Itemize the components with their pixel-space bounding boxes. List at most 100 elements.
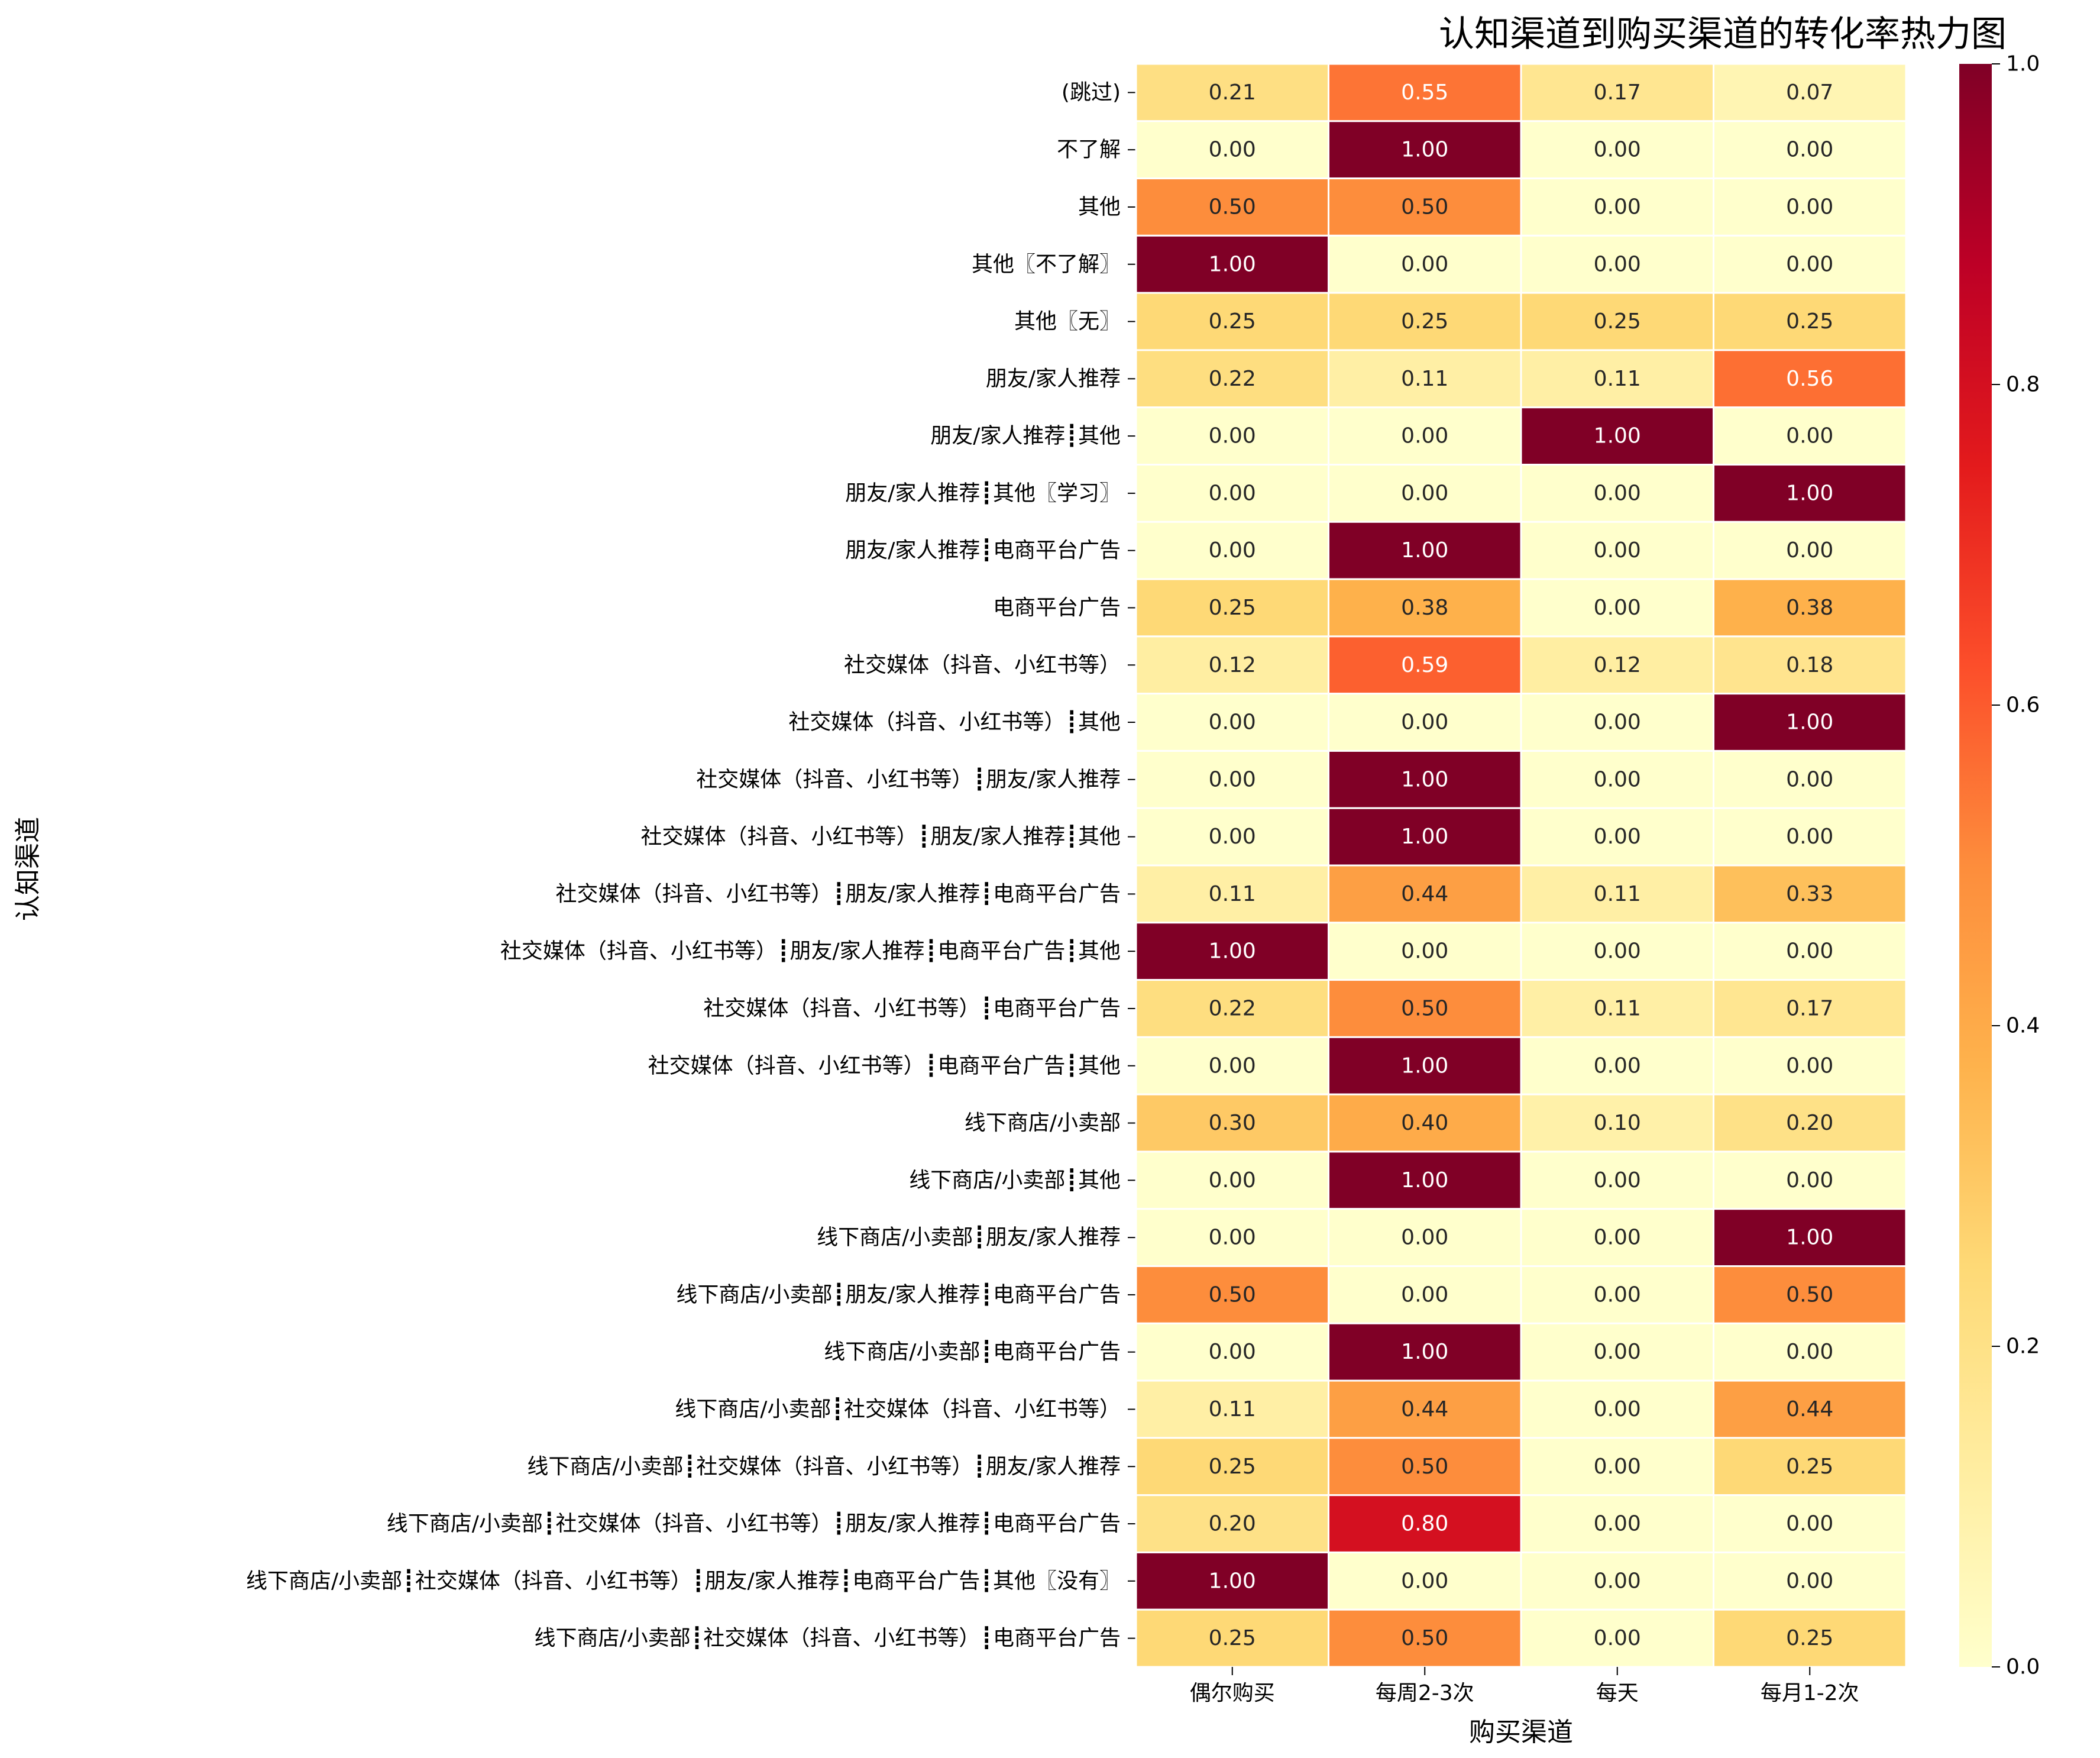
- x-tick-label: 偶尔购买: [1190, 1681, 1275, 1705]
- cell-value-label: 0.00: [1594, 939, 1641, 964]
- cell-value-label: 0.00: [1209, 538, 1256, 563]
- heatmap-cell: [1520, 234, 1714, 294]
- cell-value-label: 0.00: [1786, 424, 1833, 448]
- cell-value-label: 0.00: [1594, 252, 1641, 276]
- cell-value-label: 0.33: [1786, 882, 1833, 906]
- cell-value-label: 0.00: [1594, 767, 1641, 791]
- cell-value-label: 0.00: [1209, 424, 1256, 448]
- cell-value-label: 0.50: [1209, 195, 1256, 219]
- y-tick-label: 线下商店/小卖部┋其他: [909, 1168, 1121, 1193]
- colorbar: 0.0 0.2 0.4 0.6 0.8 1.0: [1959, 52, 2040, 1679]
- cell-value-label: 0.00: [1594, 1168, 1641, 1193]
- cell-value-label: 1.00: [1401, 767, 1448, 791]
- heatmap-cell: [1713, 1093, 1907, 1153]
- y-tick-label: 朋友/家人推荐┋其他〖学习〗: [845, 481, 1121, 505]
- heatmap-cell: [1135, 1036, 1329, 1095]
- heatmap-cell: [1328, 1494, 1522, 1553]
- heatmap-cell: [1135, 864, 1329, 924]
- cell-value-label: 0.20: [1209, 1512, 1256, 1536]
- heatmap-cell: [1713, 1494, 1907, 1553]
- y-tick-label: 线下商店/小卖部┋社交媒体（抖音、小红书等）┋电商平台广告: [535, 1626, 1121, 1650]
- cell-value-label: 1.00: [1786, 710, 1833, 735]
- x-tick-label: 每月1-2次: [1761, 1681, 1859, 1705]
- chart-title: 认知渠道到购买渠道的转化率热力图: [1439, 14, 2007, 55]
- heatmap-cell: [1135, 1322, 1329, 1382]
- y-tick-label: (跳过): [1062, 80, 1121, 105]
- cell-value-label: 1.00: [1786, 481, 1833, 505]
- cell-value-label: 1.00: [1401, 1340, 1448, 1364]
- heatmap-cell: [1135, 922, 1329, 981]
- cell-value-label: 0.00: [1209, 138, 1256, 162]
- colorbar-tick-label: 1.0: [2006, 52, 2040, 76]
- cell-value-label: 0.00: [1209, 710, 1256, 735]
- cell-value-label: 0.00: [1209, 825, 1256, 849]
- heatmap-cell: [1328, 922, 1522, 981]
- cell-value-label: 0.00: [1786, 939, 1833, 964]
- heatmap-cell: [1713, 578, 1907, 638]
- y-tick-label: 社交媒体（抖音、小红书等）: [844, 653, 1121, 677]
- cell-value-label: 0.17: [1786, 996, 1833, 1020]
- x-tick-labels: 偶尔购买 每周2-3次 每天 每月1-2次: [1190, 1667, 1859, 1705]
- y-tick-label: 社交媒体（抖音、小红书等）┋朋友/家人推荐: [696, 767, 1121, 791]
- cell-value-label: 0.00: [1401, 481, 1448, 505]
- cell-value-label: 0.00: [1401, 252, 1448, 276]
- cell-value-label: 0.00: [1594, 1397, 1641, 1421]
- cell-value-label: 0.00: [1786, 1053, 1833, 1078]
- cell-value-label: 0.25: [1786, 1626, 1833, 1650]
- cell-value-label: 0.59: [1401, 653, 1448, 677]
- y-tick-label: 线下商店/小卖部┋社交媒体（抖音、小红书等）: [675, 1397, 1121, 1421]
- cell-value-label: 0.50: [1401, 1455, 1448, 1479]
- heatmap-cell: [1135, 693, 1329, 752]
- heatmap-cell: [1713, 1608, 1907, 1668]
- colorbar-tick-label: 0.8: [2006, 373, 2040, 397]
- cell-value-label: 0.00: [1786, 1340, 1833, 1364]
- cell-value-label: 1.00: [1401, 1168, 1448, 1193]
- cell-value-label: 0.22: [1209, 996, 1256, 1020]
- heatmap-cell: [1713, 464, 1907, 523]
- colorbar-tick-label: 0.4: [2006, 1014, 2040, 1038]
- y-tick-label: 其他: [1078, 195, 1121, 219]
- cell-value-label: 0.25: [1786, 1455, 1833, 1479]
- cell-value-label: 0.00: [1401, 939, 1448, 964]
- heatmap-cell: [1328, 1093, 1522, 1153]
- cell-value-label: 0.12: [1594, 653, 1641, 677]
- cell-value-label: 0.40: [1401, 1111, 1448, 1135]
- y-tick-label: 朋友/家人推荐┋其他: [930, 424, 1121, 448]
- colorbar-gradient: [1959, 64, 1992, 1667]
- cell-value-label: 1.00: [1401, 538, 1448, 563]
- heatmap-cell: [1520, 177, 1714, 237]
- cell-value-label: 0.80: [1401, 1512, 1448, 1536]
- heatmap-cell: [1135, 1265, 1329, 1324]
- heatmap-cell: [1713, 693, 1907, 752]
- heatmap-cell: [1713, 234, 1907, 294]
- cell-value-label: 0.18: [1786, 653, 1833, 677]
- cell-value-label: 0.00: [1401, 1282, 1448, 1307]
- cell-value-label: 0.22: [1209, 367, 1256, 391]
- x-tick-label: 每周2-3次: [1376, 1681, 1474, 1705]
- y-tick-labels: (跳过) 不了解其他其他〖不了解〗其他〖无〗朋友/家人推荐朋友/家人推荐┋其他朋友…: [246, 80, 1136, 1650]
- heatmap-cell: [1713, 406, 1907, 466]
- colorbar-tick-label: 0.6: [2006, 693, 2040, 718]
- cell-value-label: 0.30: [1209, 1111, 1256, 1135]
- cell-value-label: 0.38: [1401, 596, 1448, 620]
- heatmap-cell: [1135, 979, 1329, 1038]
- cell-value-label: 0.12: [1209, 653, 1256, 677]
- cell-value-label: 0.07: [1786, 80, 1833, 105]
- cell-value-label: 0.50: [1401, 195, 1448, 219]
- heatmap-cell: [1135, 1437, 1329, 1497]
- cell-value-label: 0.00: [1594, 1340, 1641, 1364]
- cell-value-label: 0.00: [1786, 138, 1833, 162]
- heatmap-cell: [1328, 177, 1522, 237]
- cell-value-label: 0.00: [1209, 1226, 1256, 1250]
- heatmap-cell: [1328, 578, 1522, 638]
- heatmap-cell: [1328, 1265, 1522, 1324]
- cell-value-label: 1.00: [1401, 1053, 1448, 1078]
- cell-value-label: 1.00: [1209, 1569, 1256, 1593]
- y-tick-label: 线下商店/小卖部┋社交媒体（抖音、小红书等）┋朋友/家人推荐┋电商平台广告: [387, 1512, 1121, 1536]
- y-tick-label: 电商平台广告: [993, 596, 1121, 620]
- cell-value-label: 0.38: [1786, 596, 1833, 620]
- heatmap-cell: [1135, 1208, 1329, 1267]
- heatmap-cell: [1520, 1608, 1714, 1668]
- cell-value-label: 0.11: [1594, 367, 1641, 391]
- heatmap-cell: [1328, 1379, 1522, 1439]
